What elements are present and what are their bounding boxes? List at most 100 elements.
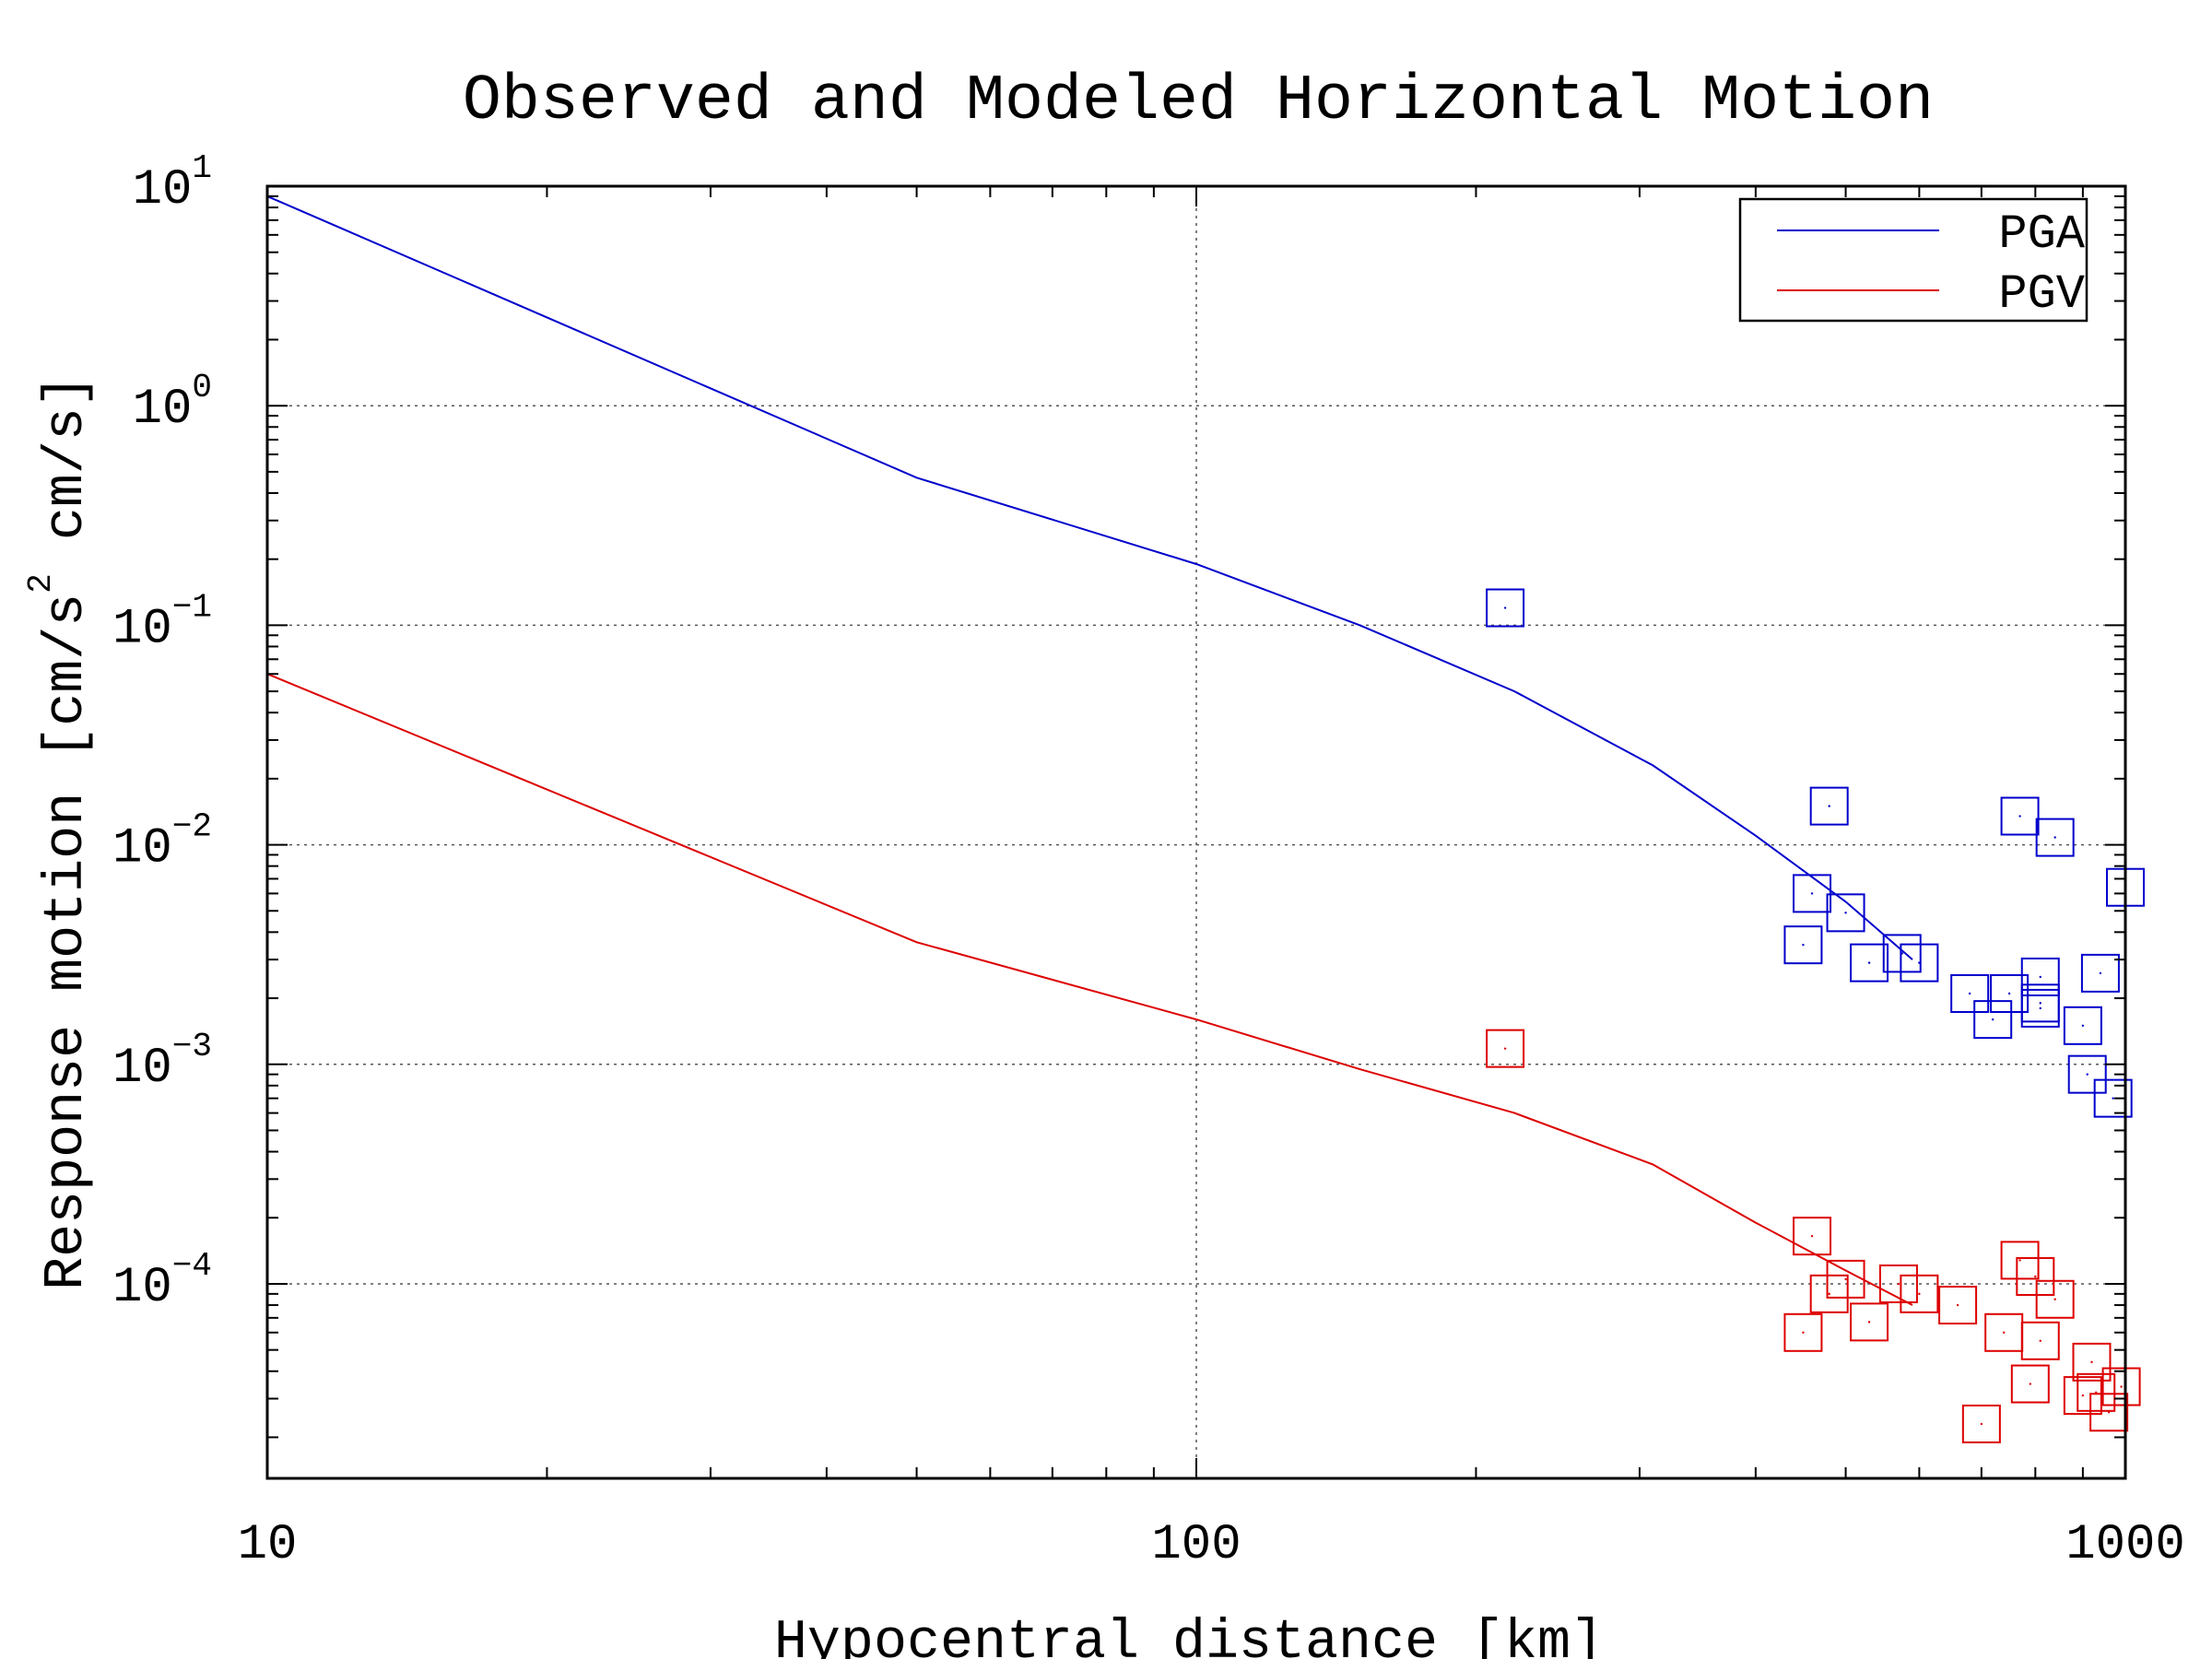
pga-observed-point <box>2067 1054 2107 1094</box>
pgv-observed-point <box>1850 1302 1889 1342</box>
pgv-observed-center <box>2018 1259 2021 1262</box>
pgv-observed-center <box>1810 1234 1814 1238</box>
pgv-observed-center <box>1802 1331 1805 1334</box>
legend-label-pgv: PGV <box>1998 267 2085 322</box>
pga-observed-center <box>1867 961 1871 964</box>
x-axis-label: Hypocentral distance [km] <box>774 1612 1604 1659</box>
pga-observed-point <box>1809 786 1849 826</box>
pga-observed-point <box>1990 974 2030 1014</box>
pga-observed-center <box>1810 892 1814 895</box>
pgv-observed-center <box>2039 1339 2041 1342</box>
pgv-observed-point <box>2063 1376 2102 1416</box>
legend-box <box>1738 197 2088 323</box>
pgv-observed-center <box>2081 1394 2085 1397</box>
series-pga <box>266 194 2145 1118</box>
pga-observed-center <box>2039 975 2041 979</box>
pgv-observed-center <box>1867 1321 1871 1324</box>
y-tick-label: 10−3 <box>112 1028 212 1097</box>
pga-observed-center <box>2099 971 2102 975</box>
pga-observed-point <box>2035 818 2075 857</box>
pgv-observed-center <box>1844 1277 1847 1281</box>
pga-observed-point <box>1826 893 1865 933</box>
legend: PGA PGV <box>1738 197 2088 323</box>
pgv-observed-point <box>1783 1312 1823 1352</box>
pga-observed-center <box>2086 1073 2088 1076</box>
pga-observed-point <box>1882 934 1922 973</box>
pgv-observed-center <box>1897 1282 1900 1286</box>
pgv-observed-point <box>1938 1286 1978 1325</box>
pga-observed-center <box>2039 1006 2041 1010</box>
pgv-observed-center <box>2120 1385 2123 1388</box>
pgv-observed-point <box>1961 1404 2001 1443</box>
legend-label-pga: PGA <box>1998 207 2085 262</box>
y-tick-exponent: −1 <box>172 588 212 626</box>
pga-observed-point <box>1850 943 1889 982</box>
y-tick-exponent: −4 <box>172 1247 212 1285</box>
pgv-observed-center <box>2029 1382 2032 1385</box>
pgv-observed-point <box>2077 1372 2116 1412</box>
y-tick-label: 10−1 <box>112 588 212 657</box>
y-axis-label: Response motion [cm/s2 cm/s] <box>22 374 99 1290</box>
plot-series <box>266 194 2145 1443</box>
y-tick-exponent: −3 <box>172 1028 212 1065</box>
pgv-observed-point <box>1826 1259 1865 1299</box>
y-tick-base: 10 <box>112 1260 172 1316</box>
pga-observed-point <box>2000 796 2040 836</box>
y-tick-label: 10−4 <box>112 1247 212 1316</box>
pga-observed-center <box>1918 961 1921 964</box>
y-tick-base: 10 <box>133 382 193 438</box>
x-tick-label: 100 <box>1151 1517 1241 1573</box>
y-axis-label-tail: cm/s] <box>36 374 99 573</box>
pga-observed-point <box>2020 957 2060 996</box>
pga-observed-center <box>1844 912 1847 914</box>
pgv-observed-point <box>2000 1241 2040 1280</box>
pga-observed-center <box>2081 1024 2085 1028</box>
pgv-observed-center <box>1828 1292 1830 1296</box>
pgv-observed-point <box>1486 1029 1525 1068</box>
pga-observed-point <box>1783 925 1823 965</box>
pgv-observed-center <box>2053 1298 2056 1300</box>
pgv-observed-point <box>1900 1274 1939 1313</box>
y-axis-label-main: Response motion [cm/s <box>36 594 99 1290</box>
pga-observed-center <box>2018 815 2021 818</box>
pgv-observed-point <box>1793 1217 1832 1256</box>
y-tick-label: 10−2 <box>112 808 212 877</box>
pga-observed-point <box>1950 974 1990 1014</box>
pgv-observed-point <box>2089 1393 2129 1432</box>
pgv-observed-point <box>1878 1264 1918 1303</box>
pgv-observed-center <box>2090 1360 2093 1364</box>
pga-observed-center <box>1802 943 1805 947</box>
pgv-observed-point <box>2101 1367 2141 1406</box>
pga-observed-point <box>2093 1078 2133 1118</box>
series-pgv <box>266 673 2141 1443</box>
pga-observed-center <box>2007 992 2011 995</box>
y-axis-label-superscript: 2 <box>22 573 60 594</box>
y-tick-base: 10 <box>112 1041 172 1097</box>
pgv-observed-point <box>2010 1364 2050 1404</box>
y-tick-exponent: −2 <box>172 808 212 846</box>
y-tick-label: 100 <box>133 369 212 438</box>
pgv-observed-center <box>1956 1303 1959 1307</box>
pga-observed-point <box>1900 943 1939 982</box>
pgv-observed-point <box>2072 1342 2112 1382</box>
y-tick-base: 10 <box>112 821 172 877</box>
pga-observed-point <box>2020 988 2060 1028</box>
pgv-observed-center <box>2034 1275 2037 1278</box>
pgv-observed-center <box>1503 1047 1507 1050</box>
y-tick-exponent: 1 <box>192 149 212 187</box>
pga-observed-center <box>2112 1097 2114 1100</box>
pga-model-line <box>266 194 1913 960</box>
x-tick-label: 1000 <box>2065 1517 2185 1573</box>
pgv-observed-point <box>2016 1256 2055 1296</box>
pga-observed-point <box>1486 588 1525 628</box>
pga-observed-center <box>1828 805 1830 807</box>
y-tick-base: 10 <box>133 162 193 218</box>
pga-observed-point <box>2063 1006 2102 1045</box>
pgv-observed-center <box>2002 1331 2006 1334</box>
pgv-observed-point <box>2020 1321 2060 1360</box>
pgv-observed-point <box>2035 1279 2075 1319</box>
pgv-observed-center <box>2107 1411 2111 1414</box>
pgv-observed-center <box>1918 1292 1921 1296</box>
